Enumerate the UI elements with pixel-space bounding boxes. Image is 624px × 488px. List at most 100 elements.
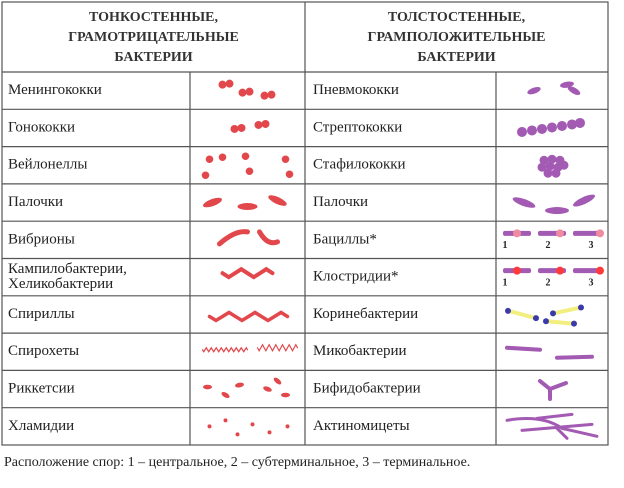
rod-shape: [203, 384, 212, 390]
cell-shape: [543, 318, 549, 325]
header-text: ТОНКОСТЕННЫЕ,: [89, 10, 218, 25]
cell-shape: [218, 153, 227, 162]
cell-shape: [543, 168, 553, 178]
rod-shape: [560, 81, 574, 88]
cell-shape: [285, 424, 290, 429]
bacteria-name: Кампилобактерии,: [8, 261, 127, 277]
cell-shape: [537, 162, 547, 172]
illustration: [505, 345, 594, 360]
cell-shape: [513, 266, 521, 275]
illustration: [207, 418, 290, 437]
curve-shape: [257, 229, 280, 246]
cell-shape: [237, 123, 246, 132]
rod-shape: [235, 382, 244, 388]
header-text: БАКТЕРИИ: [114, 50, 192, 65]
curve-shape: [220, 266, 275, 280]
cell-shape: [235, 432, 240, 437]
cell-shape: [556, 266, 564, 275]
bacteria-name: Бациллы*: [313, 231, 377, 247]
bacteria-name: Спириллы: [8, 306, 75, 322]
cell-shape: [533, 315, 539, 322]
illustration: [527, 81, 581, 96]
curve-shape: [538, 379, 568, 402]
bacteria-name: Хламидии: [8, 418, 74, 434]
spore-label: 3: [589, 277, 594, 288]
rod-shape: [573, 194, 595, 207]
cell-shape: [230, 124, 239, 133]
bacteria-name: Вибрионы: [8, 231, 75, 247]
cell-shape: [575, 117, 585, 128]
rod-shape: [573, 230, 601, 236]
rod-shape: [512, 197, 536, 208]
bacteria-name: Менингококки: [8, 82, 102, 98]
bacteria-name: Хеликобактерии: [8, 276, 113, 292]
illustration: 1 2 3: [503, 266, 604, 288]
illustration: [203, 195, 287, 211]
bacteria-name: Палочки: [313, 194, 368, 210]
cell-shape: [513, 229, 521, 238]
cell-shape: [267, 90, 276, 99]
cell-shape: [241, 152, 250, 161]
bacteria-name: Стрептококки: [313, 119, 402, 135]
spore-label: 3: [589, 240, 594, 251]
rod-shape: [573, 268, 601, 274]
cell-shape: [545, 161, 555, 171]
cell-shape: [539, 155, 549, 165]
bacteria-name: Вейлонеллы: [8, 157, 87, 173]
cell-shape: [550, 310, 556, 317]
illustration: [203, 377, 290, 399]
cell-shape: [537, 123, 547, 134]
rod-shape: [221, 392, 230, 399]
cell-shape: [250, 422, 255, 427]
rod-shape: [527, 86, 541, 95]
cell-shape: [254, 120, 263, 129]
bacteria-name: Риккетсии: [8, 380, 75, 396]
cell-shape: [267, 430, 272, 435]
illustration: [201, 152, 294, 180]
illustration: 1 2 3: [503, 229, 604, 251]
cell-shape: [261, 119, 270, 128]
cell-shape: [225, 79, 234, 88]
illustration: [512, 194, 595, 215]
bacteria-name: Актиномицеты: [313, 418, 410, 434]
cell-shape: [205, 155, 214, 164]
rod-shape: [506, 308, 538, 321]
cell-shape: [571, 320, 577, 327]
illustration: [220, 266, 275, 280]
cell-shape: [517, 126, 527, 137]
illustration: [505, 304, 584, 327]
illustration: [230, 119, 270, 133]
rod-shape: [237, 203, 258, 211]
illustration: [537, 154, 569, 178]
cell-shape: [578, 304, 584, 311]
header-text: ТОЛСТОСТЕННЫЕ,: [388, 10, 525, 25]
cell-shape: [527, 125, 537, 136]
curve-shape: [207, 310, 290, 323]
curve-shape: [201, 346, 249, 353]
cell-shape: [245, 87, 254, 96]
curve-shape: [505, 412, 599, 440]
cell-shape: [547, 154, 557, 164]
cell-shape: [207, 424, 212, 429]
curve-shape: [505, 345, 542, 352]
illustration: [201, 343, 299, 353]
rod-shape: [263, 386, 272, 392]
cell-shape: [218, 80, 227, 89]
cell-shape: [505, 307, 511, 314]
footer-note: Расположение спор: 1 – центральное, 2 – …: [4, 455, 470, 470]
rod-shape: [567, 86, 581, 96]
bacteria-name: Гонококки: [8, 119, 75, 135]
illustration: [505, 412, 599, 440]
bacteria-name: Коринебактерии: [313, 306, 418, 322]
rod-shape: [544, 319, 576, 326]
illustration: [207, 310, 290, 323]
illustration: [217, 229, 280, 247]
cell-shape: [557, 120, 567, 131]
cell-shape: [260, 91, 269, 100]
cell-shape: [238, 88, 247, 97]
bacteria-name: Палочки: [8, 194, 63, 210]
bacteria-name: Спирохеты: [8, 343, 79, 359]
rod-shape: [268, 195, 287, 206]
cell-shape: [245, 167, 254, 176]
cell-shape: [559, 160, 569, 170]
